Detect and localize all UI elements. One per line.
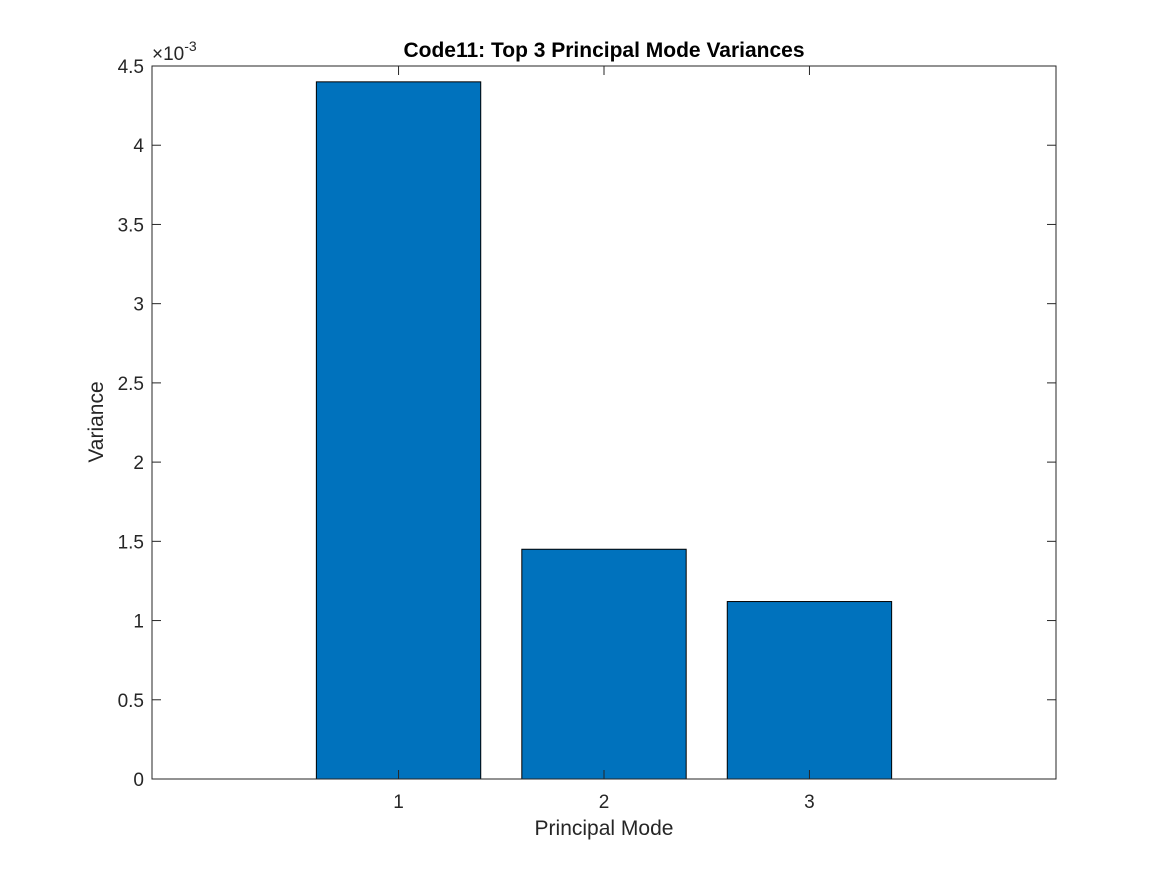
y-tick-labels: 0 0.5 1 1.5 2 2.5 3 3.5 4 4.5 [118,57,145,791]
y-tick-label: 4 [133,136,144,157]
x-tick-label: 2 [599,792,610,813]
y-axis-label: Variance [85,381,108,462]
bar-mode-1 [315,81,482,780]
y-tick-label: 3 [133,295,144,316]
axes-box [151,65,1057,780]
y-exponent-base: ×10 [152,44,184,65]
x-tick-labels: 1 2 3 [393,792,814,813]
y-exponent-label: ×10-3 [152,38,197,65]
y-tick-label: 1.5 [118,532,144,553]
x-tick-label: 1 [393,792,404,813]
bar-mode-2 [521,548,687,780]
y-exponent-power: -3 [184,38,197,54]
y-tick-label: 0.5 [118,691,144,712]
y-tick-label: 0 [133,770,144,791]
y-tick-label: 4.5 [118,57,144,78]
y-tick-label: 1 [133,612,144,633]
chart-title: Code11: Top 3 Principal Mode Variances [403,39,804,62]
x-axis-label: Principal Mode [535,817,674,840]
y-tick-label: 2.5 [118,374,144,395]
x-tick-label: 3 [804,792,815,813]
bars-group [315,81,893,780]
bar-mode-3 [726,601,893,780]
y-tick-label: 2 [133,453,144,474]
y-tick-label: 3.5 [118,215,144,236]
